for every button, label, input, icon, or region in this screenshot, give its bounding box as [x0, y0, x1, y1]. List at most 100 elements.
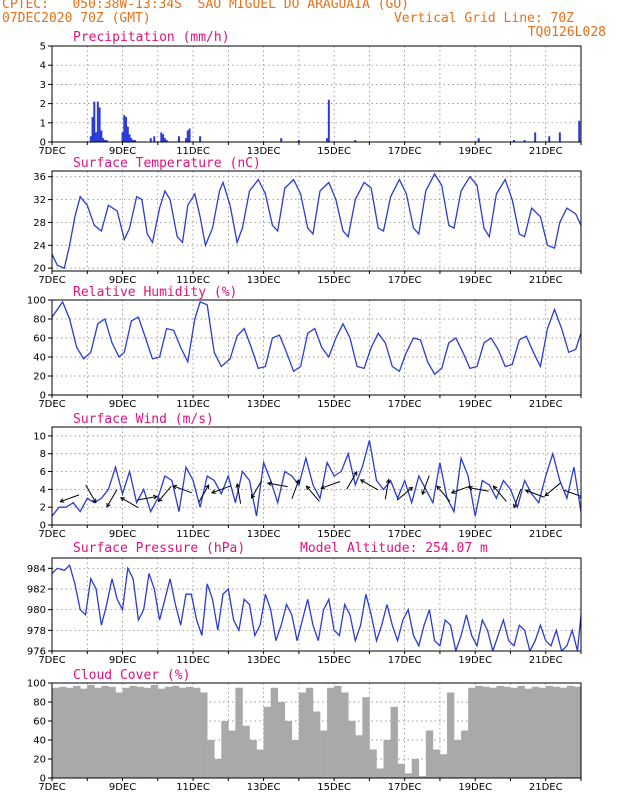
wind-arrow [305, 485, 320, 502]
cloud-area-bar [94, 687, 102, 778]
wind-title: Surface Wind (m/s) [73, 412, 214, 427]
pres-xtick-label: 15DEC [317, 655, 351, 666]
precip-xtick-label: 15DEC [317, 146, 351, 157]
wind-arrow-head [251, 494, 256, 499]
wind-arrow-shaft [137, 496, 158, 501]
wind-arrow-shaft [564, 489, 581, 497]
cloud-area-bar [468, 687, 476, 778]
rh-data [52, 300, 581, 376]
wind-arrow [251, 480, 262, 499]
rh-ytick-label: 0 [40, 391, 46, 402]
wind-xtick-label: 9DEC [109, 529, 136, 540]
precip-xtick-label: 11DEC [176, 146, 210, 157]
cloud-area-bar [538, 687, 547, 778]
pres-frame [51, 557, 582, 652]
cloud-area-bar [59, 686, 67, 778]
cloud-area-bar [186, 686, 194, 778]
cloud-area-bar [482, 686, 490, 778]
wind-arrow-head [467, 485, 473, 491]
wind-arrow-head [385, 478, 391, 484]
cloud-area-bar [228, 730, 236, 778]
cloud-area-bar [291, 740, 300, 778]
wind-arrow-shaft [436, 485, 451, 502]
wind-arrow [436, 485, 451, 502]
wind-arrow [524, 489, 545, 498]
cloud-area-bar [235, 687, 243, 778]
cloud-xtick-label: 15DEC [317, 782, 351, 793]
header-code: TQ0126L028 [527, 25, 606, 40]
wind-arrow-shaft [396, 487, 413, 501]
precip-bar [512, 140, 515, 142]
cloud-area-bar [432, 749, 441, 778]
temp-ytick-label: 28 [33, 218, 46, 229]
cloud-area-bar [559, 687, 568, 778]
cloud-ytick-label: 60 [33, 717, 46, 728]
wind-arrow-shaft [106, 489, 118, 508]
cloud-area-bar [157, 688, 166, 778]
wind-arrow-shaft [120, 497, 139, 509]
precip-bar [93, 101, 96, 142]
cloud-area-bar [573, 686, 581, 778]
wind-arrow-shaft [236, 483, 242, 504]
precip-bar [188, 128, 191, 142]
precip-bar [165, 140, 168, 142]
cloud-xtick-label: 21DEC [529, 782, 563, 793]
cloud-area-bar [270, 687, 279, 778]
wind-arrow-head [513, 503, 518, 509]
cloud-area-bar [298, 692, 307, 778]
cloud-area-bar [545, 685, 554, 778]
wind-ytick-label: 2 [40, 503, 46, 514]
wind-arrow [137, 494, 159, 501]
rh-series-line [52, 300, 581, 376]
wind-xtick-label: 13DEC [247, 529, 281, 540]
cloud-area-bar [461, 730, 469, 778]
cloud-title: Cloud Cover (%) [73, 668, 190, 683]
cloud-area-bar [397, 763, 405, 778]
cloud-area-bar [129, 685, 137, 778]
cloud-xtick-label: 7DEC [38, 782, 65, 793]
wind-arrow-head [421, 490, 426, 496]
cloud-area-bar [284, 721, 293, 778]
pres-ytick-label: 980 [27, 605, 46, 616]
cloud-data [52, 684, 581, 778]
cloud-area-bar [404, 773, 413, 778]
cloud-frame [51, 682, 582, 779]
precip-bar [163, 138, 166, 142]
wind-xtick-label: 15DEC [317, 529, 351, 540]
precip-bar [125, 117, 128, 142]
pres-data [52, 563, 581, 651]
temp-ytick-label: 36 [33, 172, 46, 183]
rh-xtick-label: 7DEC [38, 399, 65, 410]
wind-ytick-label: 6 [40, 467, 46, 478]
pres-xtick-label: 11DEC [176, 655, 210, 666]
rh-panel: 0 20 40 60 80 100 7DEC 9DEC 11DEC 13DEC 15DEC 17DEC… [27, 285, 582, 410]
pres-panel: 976 978 980 982 984 7DEC 9DEC 11DEC 13DEC 15DEC 17… [27, 541, 582, 666]
cloud-area-bar [446, 692, 455, 778]
precip-bar [153, 136, 156, 142]
wind-panel: 0 2 4 6 8 10 7DEC 9DEC 11DEC 13DEC 15DEC 17DEC 19DEC… [33, 412, 582, 540]
cloud-area-bar [193, 687, 201, 778]
cloud-area-bar [178, 687, 187, 778]
precip-ytick-label: 5 [40, 42, 46, 53]
temp-xtick-label: 19DEC [458, 275, 492, 286]
wind-arrow-head [295, 478, 300, 484]
cloud-ytick-label: 40 [33, 736, 46, 747]
wind-arrow [172, 484, 193, 494]
precip-panel: 0 1 2 3 4 5 7DEC 9DEC 11DEC 13DEC 15DEC 17DEC 19DEC 2… [38, 30, 582, 157]
rh-xtick-label: 11DEC [176, 399, 210, 410]
cloud-area-bar [566, 685, 575, 778]
temp-xtick-label: 15DEC [317, 275, 351, 286]
precip-xtick-label: 13DEC [247, 146, 281, 157]
header-date: 07DEC2020 70Z (GMT) [2, 11, 151, 26]
wind-xtick-label: 7DEC [38, 529, 65, 540]
wind-arrow-shaft [513, 488, 522, 508]
cloud-area-bar [80, 688, 88, 778]
precip-bar [326, 138, 329, 142]
cloud-xtick-label: 9DEC [109, 782, 136, 793]
precip-bar [523, 140, 526, 142]
wind-arrow-head [157, 497, 163, 503]
cloud-area-bar [390, 706, 398, 778]
precip-bar [126, 126, 129, 142]
wind-arrow-shaft [321, 481, 341, 489]
